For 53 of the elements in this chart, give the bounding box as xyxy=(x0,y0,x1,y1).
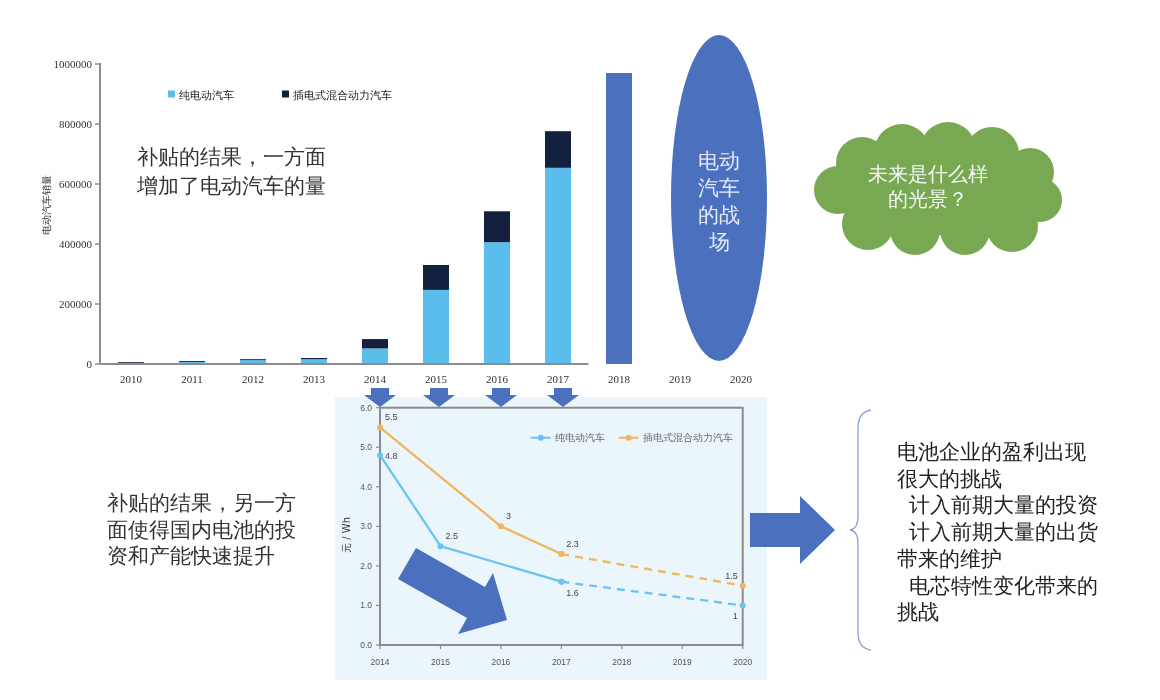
x-tick-label: 2020 xyxy=(733,657,753,667)
x-tick-label: 2019 xyxy=(669,373,692,385)
y-tick-label: 1.0 xyxy=(360,600,373,611)
y-tick-label: 0 xyxy=(86,357,93,370)
x-tick-label: 2015 xyxy=(430,657,451,667)
x-tick-label: 2020 xyxy=(730,373,753,385)
legend-label: 纯电动汽车 xyxy=(554,432,605,444)
data-label: 4.8 xyxy=(385,450,398,461)
x-tick-label: 2019 xyxy=(672,657,692,667)
y-tick-label: 400000 xyxy=(59,237,93,250)
x-tick-label: 2017 xyxy=(547,373,570,385)
x-tick-label: 2018 xyxy=(608,373,631,385)
text: 补贴的结果，另一方面使得国内电池的投资和产能快速提升 xyxy=(107,491,296,568)
legend-label: 插电式混合动力汽车 xyxy=(293,88,392,102)
x-tick-label: 2014 xyxy=(370,657,390,667)
text: 电芯特性变化带来的挑战 xyxy=(897,573,1098,625)
y-tick-label: 3.0 xyxy=(360,521,373,532)
data-label: 2.5 xyxy=(445,531,458,542)
x-tick-label: 2015 xyxy=(425,373,448,385)
y-axis-title: 电动汽车销量 xyxy=(41,175,52,235)
y-tick-label: 200000 xyxy=(59,297,93,310)
annotation: 补贴的结果，一方面增加了电动汽车的量 xyxy=(136,145,326,198)
y-tick-label: 600000 xyxy=(59,177,93,190)
annotation: 电动汽车的战场 xyxy=(698,149,740,254)
data-label: 5.5 xyxy=(385,412,398,423)
data-label: 1 xyxy=(732,611,738,622)
y-tick-label: 5.0 xyxy=(360,442,373,453)
data-label: 1.6 xyxy=(566,587,579,598)
data-label: 1.5 xyxy=(725,570,738,581)
y-tick-label: 0.0 xyxy=(360,639,373,650)
x-tick-label: 2011 xyxy=(181,373,203,385)
x-tick-label: 2018 xyxy=(612,657,632,667)
text: 未来是什么样的光景？ xyxy=(868,162,988,211)
y-tick-label: 4.0 xyxy=(360,481,373,492)
x-tick-label: 2013 xyxy=(303,373,326,385)
x-tick-label: 2016 xyxy=(486,373,509,385)
x-tick-label: 2014 xyxy=(364,373,387,385)
y-tick-label: 800000 xyxy=(59,117,93,130)
data-label: 2.3 xyxy=(566,539,579,550)
text: 电池企业的盈利出现很大的挑战 xyxy=(897,440,1086,491)
x-tick-label: 2016 xyxy=(491,657,511,667)
legend-label: 纯电动汽车 xyxy=(179,88,234,102)
text: 计入前期大量的投资 xyxy=(909,493,1098,518)
y-tick-label: 1000000 xyxy=(53,57,93,70)
text: 计入前期大量的出货带来的维护 xyxy=(897,520,1098,571)
data-label: 3 xyxy=(505,511,511,522)
x-tick-label: 2012 xyxy=(242,373,264,385)
y-axis-title: 元 / Wh xyxy=(341,517,352,553)
y-tick-label: 6.0 xyxy=(360,402,373,413)
legend-label: 插电式混合动力汽车 xyxy=(642,432,733,444)
y-tick-label: 2.0 xyxy=(360,560,373,571)
x-tick-label: 2017 xyxy=(551,657,572,667)
x-tick-label: 2010 xyxy=(120,373,143,385)
